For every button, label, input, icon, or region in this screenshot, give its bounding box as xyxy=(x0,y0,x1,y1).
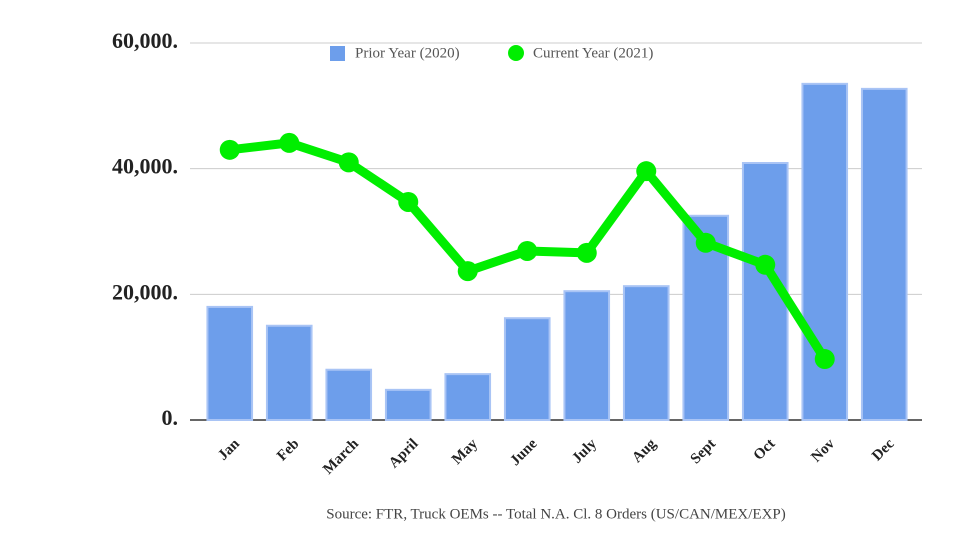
bar xyxy=(801,82,849,421)
x-tick-label: Sept xyxy=(688,436,719,467)
x-tick-label: July xyxy=(569,436,600,467)
line-marker xyxy=(517,240,538,261)
x-tick-label: May xyxy=(449,436,481,468)
line-marker xyxy=(636,161,657,182)
source-note: Source: FTR, Truck OEMs -- Total N.A. Cl… xyxy=(326,506,786,522)
bar xyxy=(325,368,373,422)
bar xyxy=(444,373,492,421)
x-tick-label: April xyxy=(386,436,421,471)
x-tick-label: Jan xyxy=(215,435,243,463)
line-marker xyxy=(279,132,300,153)
x-tick-label: Aug xyxy=(629,436,660,467)
line-marker xyxy=(755,254,776,275)
y-tick-label: 20,000. xyxy=(112,279,178,304)
line-marker xyxy=(398,191,419,212)
line-marker xyxy=(457,261,478,282)
bar xyxy=(265,324,313,421)
bar xyxy=(563,290,611,422)
y-tick-label: 40,000. xyxy=(112,154,178,179)
bar xyxy=(622,285,670,422)
x-tick-label: Dec xyxy=(869,436,898,465)
x-tick-label: Nov xyxy=(808,436,838,466)
legend-swatch xyxy=(508,45,524,61)
legend-swatch xyxy=(330,46,345,61)
bar xyxy=(503,317,551,421)
x-tick-label: March xyxy=(320,435,362,477)
y-tick-label: 60,000. xyxy=(112,28,178,53)
x-tick-label: Feb xyxy=(274,436,302,464)
bar xyxy=(384,388,432,421)
line-marker xyxy=(219,139,240,160)
line-marker xyxy=(576,242,597,263)
y-tick-label: 0. xyxy=(162,405,179,430)
line-marker xyxy=(338,152,359,173)
line-marker xyxy=(695,232,716,253)
legend-label: Current Year (2021) xyxy=(533,45,653,61)
bar xyxy=(860,87,908,421)
x-tick-label: Oct xyxy=(751,436,779,464)
legend-label: Prior Year (2020) xyxy=(355,45,460,61)
x-tick-label: June xyxy=(507,436,540,469)
bar xyxy=(206,305,254,421)
line-marker xyxy=(814,349,835,370)
